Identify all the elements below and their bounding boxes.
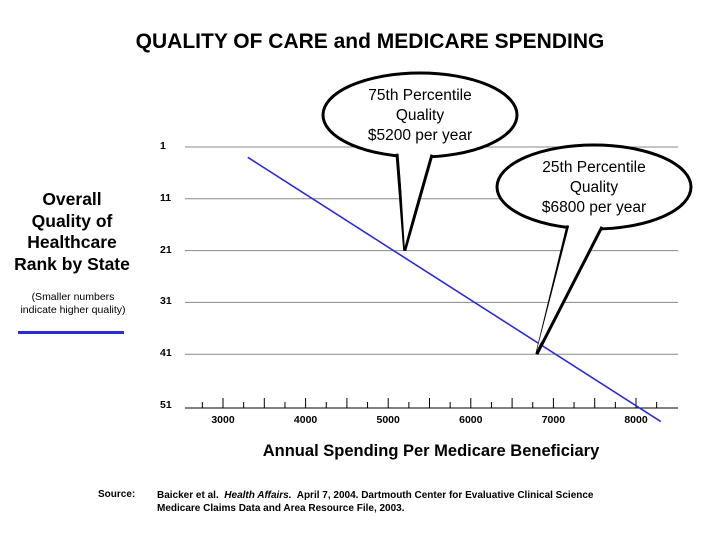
y-tick-label: 31 <box>160 295 172 308</box>
y-axis-label-line: Rank by State <box>14 253 130 274</box>
y-axis-note-line: (Smaller numbers <box>31 291 115 303</box>
source-authors: Baicker et al. <box>157 490 219 501</box>
x-tick-label: 7000 <box>541 414 566 426</box>
source-journal: Health Affairs. <box>224 490 292 501</box>
chart-title: QUALITY OF CARE and MEDICARE SPENDING <box>135 30 605 53</box>
x-tick-label: 5000 <box>376 414 400 426</box>
callout-line: Quality <box>395 107 445 124</box>
y-tick-label: 51 <box>160 399 172 411</box>
x-axis-label: Annual Spending Per Medicare Beneficiary <box>262 442 600 460</box>
callout-pointer <box>535 225 604 355</box>
callout-line: $5200 per year <box>367 127 473 144</box>
x-tick-label: 8000 <box>624 414 648 426</box>
callout-75th-percentile: 75th Percentile Quality $5200 per year <box>332 86 508 146</box>
y-axis-label-line: Quality of <box>31 210 113 231</box>
source-citation: Baicker et al. Health Affairs. April 7, … <box>157 489 677 515</box>
series-line <box>247 156 662 423</box>
source-details: April 7, 2004. Dartmouth Center for Eval… <box>296 490 594 501</box>
legend-line-swatch <box>18 331 124 334</box>
callout-pointer-fill <box>536 222 600 351</box>
callout-pointer-fill <box>399 150 430 247</box>
source-label: Source: <box>98 489 136 500</box>
callout-line: $6800 per year <box>541 199 647 216</box>
y-tick-label: 41 <box>160 347 172 360</box>
y-axis-note: (Smaller numbers indicate higher quality… <box>8 291 138 317</box>
y-tick-label: 21 <box>160 243 172 256</box>
y-tick-label: 11 <box>160 191 172 204</box>
y-tick-label: 1 <box>160 140 166 152</box>
callout-line: 25th Percentile <box>542 159 646 176</box>
x-tick-label: 6000 <box>459 414 483 426</box>
y-axis-label-line: Overall <box>42 189 102 209</box>
source-line-2: Medicare Claims Data and Area Resource F… <box>157 503 405 514</box>
y-axis-label-line: Healthcare <box>27 232 117 252</box>
x-tick-label: 4000 <box>293 414 318 426</box>
x-tick-label: 3000 <box>211 414 235 426</box>
callout-line: Quality <box>569 179 619 196</box>
y-axis-label: Overall Quality of Healthcare Rank by St… <box>4 189 140 275</box>
y-axis-note-line: indicate higher quality) <box>20 304 126 316</box>
callout-line: 75th Percentile <box>368 87 472 104</box>
callout-25th-percentile: 25th Percentile Quality $6800 per year <box>506 158 682 218</box>
